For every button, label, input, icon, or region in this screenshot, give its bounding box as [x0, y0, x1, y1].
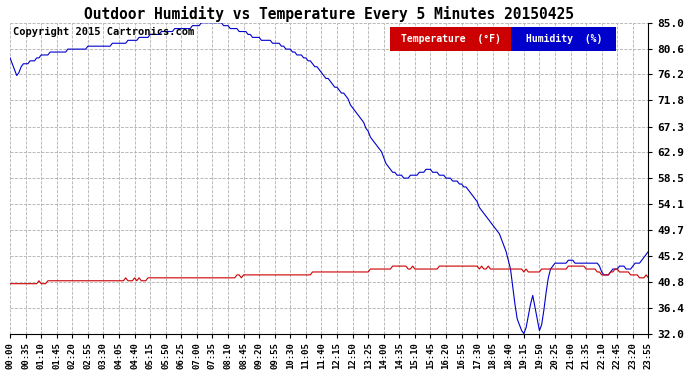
Title: Outdoor Humidity vs Temperature Every 5 Minutes 20150425: Outdoor Humidity vs Temperature Every 5 … — [84, 6, 574, 21]
FancyBboxPatch shape — [390, 27, 511, 51]
Text: Copyright 2015 Cartronics.com: Copyright 2015 Cartronics.com — [13, 27, 195, 38]
FancyBboxPatch shape — [511, 27, 616, 51]
Text: Humidity  (%): Humidity (%) — [526, 34, 602, 44]
Text: Temperature  (°F): Temperature (°F) — [401, 34, 500, 44]
